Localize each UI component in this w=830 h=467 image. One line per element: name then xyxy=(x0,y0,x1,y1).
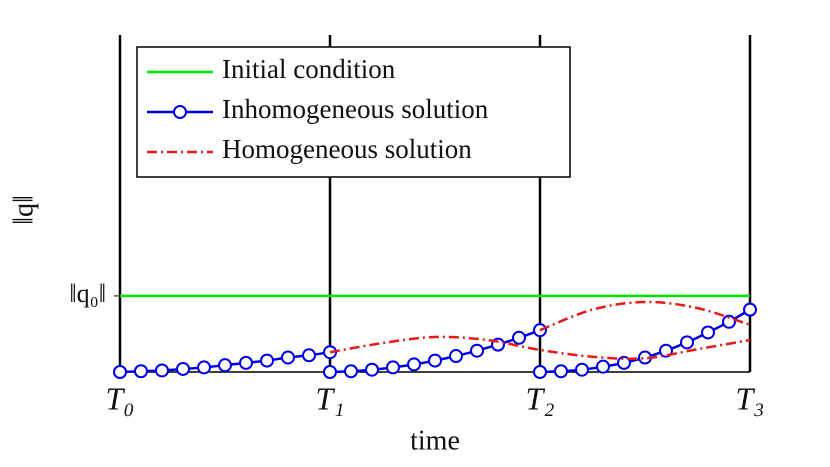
marker xyxy=(533,365,547,379)
marker xyxy=(113,365,127,379)
marker xyxy=(344,364,358,379)
marker xyxy=(407,357,421,372)
marker xyxy=(680,335,694,350)
legend-label: Homogeneous solution xyxy=(222,134,472,164)
marker xyxy=(470,343,484,358)
marker xyxy=(575,362,589,377)
marker xyxy=(365,362,379,377)
marker xyxy=(512,330,526,345)
marker xyxy=(260,353,274,368)
marker xyxy=(134,364,148,379)
marker xyxy=(428,353,442,368)
legend-marker xyxy=(173,105,187,119)
legend: Initial condition Inhomogeneous solution H… xyxy=(136,46,571,178)
marker xyxy=(617,355,631,370)
y-tick-label: ‖q₀‖ xyxy=(69,279,106,308)
marker xyxy=(281,350,295,365)
x-tick-label: T₁ xyxy=(316,380,345,416)
series-line xyxy=(329,335,751,361)
marker xyxy=(743,302,757,317)
marker xyxy=(218,358,232,373)
marker xyxy=(701,325,715,340)
marker xyxy=(302,348,316,363)
x-tick-label: T₀ xyxy=(106,380,135,416)
series-line xyxy=(539,300,751,332)
marker xyxy=(323,365,337,379)
legend-label: Inhomogeneous solution xyxy=(222,94,489,124)
marker xyxy=(722,314,736,329)
marker xyxy=(386,360,400,375)
x-tick-label: T₃ xyxy=(736,380,765,416)
y-axis-label: ‖q‖ xyxy=(8,195,39,225)
x-axis-label: time xyxy=(410,425,460,456)
marker xyxy=(155,363,169,378)
x-tick-label: T₂ xyxy=(526,380,555,416)
marker xyxy=(596,359,610,374)
legend-label: Initial condition xyxy=(222,54,396,84)
marker xyxy=(197,360,211,375)
marker xyxy=(554,364,568,379)
marker xyxy=(239,355,253,370)
marker xyxy=(176,361,190,376)
marker xyxy=(449,349,463,364)
